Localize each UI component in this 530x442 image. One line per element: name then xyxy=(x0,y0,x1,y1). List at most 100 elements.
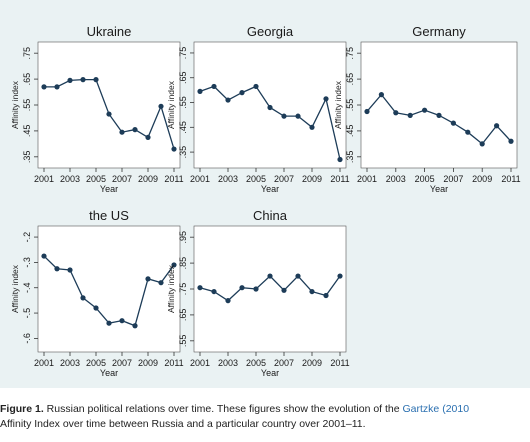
data-point xyxy=(323,96,329,102)
data-point xyxy=(225,298,231,304)
data-point xyxy=(253,83,259,90)
x-axis-title: Year xyxy=(261,184,279,194)
x-tick-label: 2001 xyxy=(190,358,210,368)
x-tick-label: 2007 xyxy=(274,358,294,368)
x-tick-label: 2005 xyxy=(86,174,106,184)
data-point xyxy=(295,113,301,119)
x-tick-label: 2005 xyxy=(246,358,266,368)
data-point xyxy=(54,266,60,272)
data-point xyxy=(494,123,500,129)
chart-title: the US xyxy=(89,208,129,223)
data-point xyxy=(239,90,245,96)
y-tick-label: .45 xyxy=(345,125,355,138)
data-point xyxy=(54,84,60,90)
y-tick-label: .35 xyxy=(178,146,188,159)
y-axis-title: Affinity index xyxy=(166,264,176,313)
y-tick-label: .55 xyxy=(345,99,355,112)
y-axis-title: Affinity index xyxy=(333,80,343,129)
data-point xyxy=(93,305,99,311)
y-tick-label: -.3 xyxy=(22,257,32,268)
data-point xyxy=(267,273,273,279)
x-axis-title: Year xyxy=(430,184,448,194)
y-tick-label: .45 xyxy=(178,121,188,134)
data-point xyxy=(450,120,456,126)
x-tick-label: 2005 xyxy=(415,174,435,184)
y-tick-label: .65 xyxy=(178,71,188,84)
x-tick-label: 2001 xyxy=(190,174,210,184)
data-point xyxy=(132,323,138,329)
x-tick-label: 2009 xyxy=(138,174,158,184)
y-tick-label: .55 xyxy=(22,99,32,112)
x-tick-label: 2001 xyxy=(357,174,377,184)
x-tick-label: 2009 xyxy=(472,174,492,184)
x-tick-label: 2009 xyxy=(302,358,322,368)
y-axis-title: Affinity index xyxy=(166,80,176,129)
y-tick-label: -.6 xyxy=(22,333,32,344)
y-tick-label: .65 xyxy=(345,73,355,86)
data-point xyxy=(239,285,245,291)
y-axis-title: Affinity index xyxy=(10,80,20,129)
y-tick-label: .95 xyxy=(178,231,188,244)
x-tick-label: 2001 xyxy=(34,358,54,368)
y-tick-label: .35 xyxy=(345,151,355,164)
y-tick-label: .55 xyxy=(178,335,188,348)
caption-line-2: Affinity Index over time between Russia … xyxy=(0,418,366,430)
x-tick-label: 2005 xyxy=(246,174,266,184)
y-tick-label: .65 xyxy=(178,309,188,322)
plot-region xyxy=(360,41,518,169)
y-tick-label: .85 xyxy=(178,257,188,270)
figure-caption: Figure 1. Russian political relations ov… xyxy=(0,402,530,432)
x-tick-label: 2003 xyxy=(386,174,406,184)
data-point xyxy=(67,77,73,83)
data-point xyxy=(197,88,203,94)
y-tick-label: .45 xyxy=(22,125,32,138)
data-point xyxy=(80,77,86,83)
data-point xyxy=(364,108,370,115)
data-point xyxy=(225,97,231,103)
x-tick-label: 2011 xyxy=(330,174,349,184)
y-tick-label: -.2 xyxy=(22,232,32,243)
data-point xyxy=(479,141,485,147)
data-point xyxy=(145,134,151,140)
caption-line-1: Figure 1. Russian political relations ov… xyxy=(0,402,530,417)
caption-text: Russian political relations over time. T… xyxy=(43,403,403,415)
caption-citation-link[interactable]: Gartzke (2010 xyxy=(402,403,470,415)
data-point xyxy=(197,285,203,291)
data-point xyxy=(267,104,273,111)
data-point xyxy=(106,320,112,326)
chart-title: Ukraine xyxy=(87,24,132,39)
data-point xyxy=(41,253,47,259)
plot-region xyxy=(37,225,181,353)
x-tick-label: 2001 xyxy=(34,174,54,184)
x-tick-label: 2007 xyxy=(112,358,132,368)
data-point xyxy=(309,124,315,130)
data-point xyxy=(281,287,287,293)
chart-title: Georgia xyxy=(247,24,294,39)
x-tick-label: 2005 xyxy=(86,358,106,368)
data-point xyxy=(119,318,125,324)
data-point xyxy=(80,295,86,301)
y-tick-label: .75 xyxy=(178,283,188,296)
y-tick-label: .75 xyxy=(345,47,355,60)
x-tick-label: 2003 xyxy=(218,174,238,184)
x-tick-label: 2003 xyxy=(218,358,238,368)
data-point xyxy=(407,112,413,118)
chart-panel-4: China .55 .65 .75 .85 .95 Affinity index 2001 20… xyxy=(166,208,350,378)
y-tick-label: -.5 xyxy=(22,308,32,319)
data-point xyxy=(393,110,399,116)
data-point xyxy=(132,127,138,133)
y-axis-title: Affinity index xyxy=(10,264,20,313)
x-tick-label: 2007 xyxy=(443,174,463,184)
data-point xyxy=(281,113,287,119)
data-point xyxy=(67,267,73,273)
x-tick-label: 2003 xyxy=(60,174,80,184)
data-point xyxy=(323,292,329,299)
x-tick-label: 2011 xyxy=(164,358,183,368)
x-tick-label: 2011 xyxy=(330,358,349,368)
data-point xyxy=(337,273,343,279)
data-point xyxy=(93,77,99,83)
data-point xyxy=(337,156,343,163)
y-tick-label: .35 xyxy=(22,151,32,164)
data-point xyxy=(41,84,47,90)
